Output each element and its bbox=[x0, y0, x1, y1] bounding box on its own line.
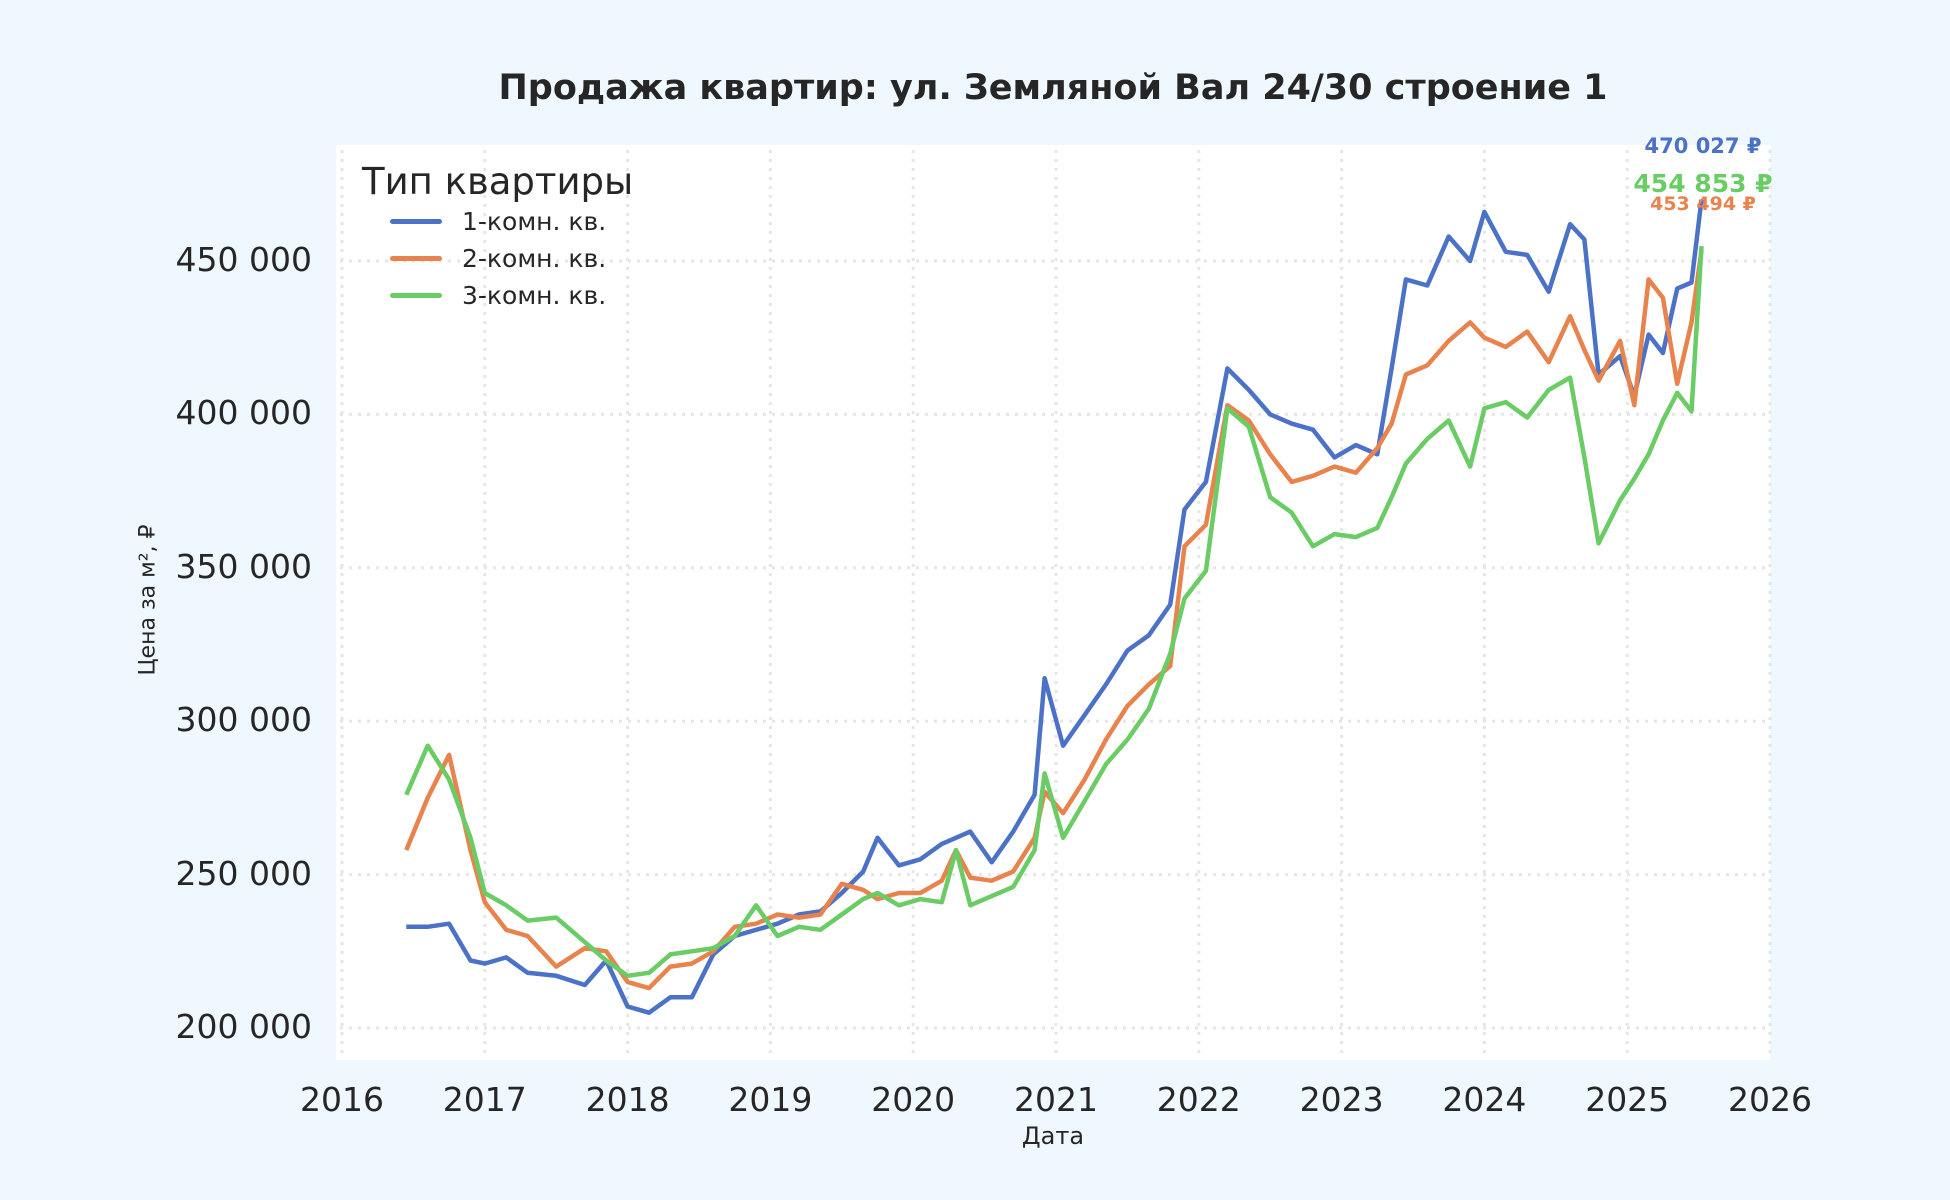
x-tick-label: 2019 bbox=[728, 1080, 813, 1119]
end-label-1room: 470 027 ₽ bbox=[1644, 134, 1762, 158]
series-line bbox=[404, 245, 1704, 979]
legend-label: 2-комн. кв. bbox=[462, 244, 607, 273]
y-tick-label: 200 000 bbox=[175, 1007, 312, 1046]
legend-label: 1-комн. кв. bbox=[462, 207, 607, 236]
legend-item-2room: 2-комн. кв. bbox=[390, 240, 633, 277]
legend-line-icon bbox=[390, 293, 442, 298]
chart-title: Продажа квартир: ул. Земляной Вал 24/30 … bbox=[498, 68, 1608, 108]
y-tick-label: 300 000 bbox=[175, 700, 312, 740]
end-label-2room: 453 494 ₽ bbox=[1650, 193, 1756, 215]
y-tick-label: 450 000 bbox=[175, 240, 312, 279]
series-line bbox=[404, 249, 1704, 991]
legend-item-3room: 3-комн. кв. bbox=[390, 277, 633, 314]
x-tick-label: 2023 bbox=[1299, 1080, 1384, 1119]
series-line bbox=[406, 199, 1704, 1015]
legend-label: 3-комн. кв. bbox=[462, 281, 607, 310]
x-tick-label: 2016 bbox=[300, 1080, 384, 1119]
x-tick-label: 2026 bbox=[1728, 1080, 1812, 1119]
x-tick-label: 2025 bbox=[1585, 1080, 1670, 1119]
x-tick-label: 2018 bbox=[585, 1080, 670, 1119]
x-tick-label: 2024 bbox=[1442, 1080, 1527, 1119]
legend-item-1room: 1-комн. кв. bbox=[390, 203, 633, 240]
plot-area bbox=[336, 145, 1770, 1060]
legend: Тип квартиры 1-комн. кв. 2-комн. кв. 3-к… bbox=[362, 160, 633, 314]
x-tick-label: 2017 bbox=[442, 1080, 527, 1119]
y-tick-label: 250 000 bbox=[175, 853, 312, 893]
y-axis-label: Цена за м², ₽ bbox=[135, 524, 161, 676]
legend-line-icon bbox=[390, 219, 442, 224]
x-tick-label: 2021 bbox=[1014, 1080, 1098, 1119]
legend-title: Тип квартиры bbox=[362, 160, 634, 203]
x-tick-label: 2020 bbox=[871, 1080, 956, 1119]
data-series bbox=[404, 199, 1704, 1015]
end-label-3room: 454 853 ₽ bbox=[1633, 169, 1773, 198]
x-axis-label: Дата bbox=[1021, 1122, 1085, 1150]
x-tick-label: 2022 bbox=[1156, 1080, 1241, 1119]
legend-line-icon bbox=[390, 256, 442, 261]
y-tick-label: 350 000 bbox=[175, 546, 312, 586]
y-tick-label: 400 000 bbox=[175, 393, 312, 433]
